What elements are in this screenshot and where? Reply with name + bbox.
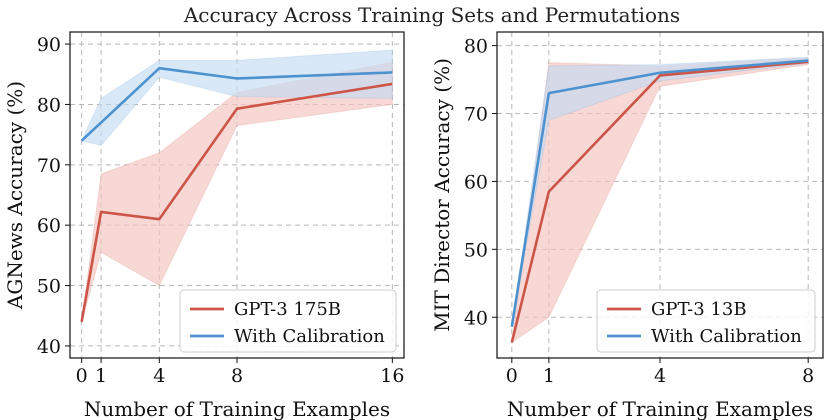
legend-label: With Calibration: [234, 326, 385, 347]
y-tick-label: 70: [464, 104, 488, 126]
y-tick-label: 60: [464, 171, 488, 193]
legend-box: [179, 289, 397, 353]
y-tick-label: 80: [464, 36, 488, 58]
x-tick-label: 4: [153, 365, 165, 387]
y-tick-label: 90: [37, 34, 61, 56]
y-tick-label: 40: [37, 336, 61, 358]
series-line: [510, 60, 809, 343]
x-axis-label: Number of Training Examples: [507, 397, 813, 420]
series-line: [80, 66, 393, 142]
legend-label: GPT-3 175B: [234, 299, 341, 320]
legend-label: With Calibration: [651, 326, 802, 347]
x-axis-label: Number of Training Examples: [84, 397, 390, 420]
confidence-band: [511, 56, 809, 327]
y-tick-label: 50: [464, 239, 488, 261]
y-tick-label: 80: [37, 94, 61, 116]
y-tick-label: 40: [464, 307, 488, 329]
y-axis-label: MIT Director Accuracy (%): [430, 58, 454, 332]
x-tick-label: 1: [543, 365, 555, 387]
x-tick-label: 4: [654, 365, 666, 387]
x-tick-label: 1: [95, 365, 107, 387]
series-line: [80, 82, 393, 323]
confidence-band: [80, 49, 393, 147]
figure-title: Accuracy Across Training Sets and Permut…: [183, 3, 680, 27]
y-axis-label: AGNews Accuracy (%): [3, 81, 27, 310]
mit-director-chart: 0 1 4 8 40 50 60 70 80 Number of Training Example…: [430, 31, 824, 420]
legend: GPT-3 13B With Calibration: [596, 289, 816, 353]
legend-label: GPT-3 13B: [651, 299, 747, 320]
x-tick-label: 8: [802, 365, 814, 387]
legend: GPT-3 175B With Calibration: [179, 289, 397, 353]
agnews-chart: 0 1 4 8 16 40 50 60 70 80 90 Number of Training Exa…: [3, 31, 405, 420]
x-tick-label: 0: [76, 365, 88, 387]
series-line: [510, 59, 809, 327]
x-tick-label: 16: [380, 365, 404, 387]
x-tick-label: 8: [231, 365, 243, 387]
y-tick-label: 60: [37, 215, 61, 237]
legend-box: [596, 289, 816, 353]
y-tick-label: 50: [37, 276, 61, 298]
x-tick-label: 0: [506, 365, 518, 387]
y-tick-label: 70: [37, 155, 61, 177]
